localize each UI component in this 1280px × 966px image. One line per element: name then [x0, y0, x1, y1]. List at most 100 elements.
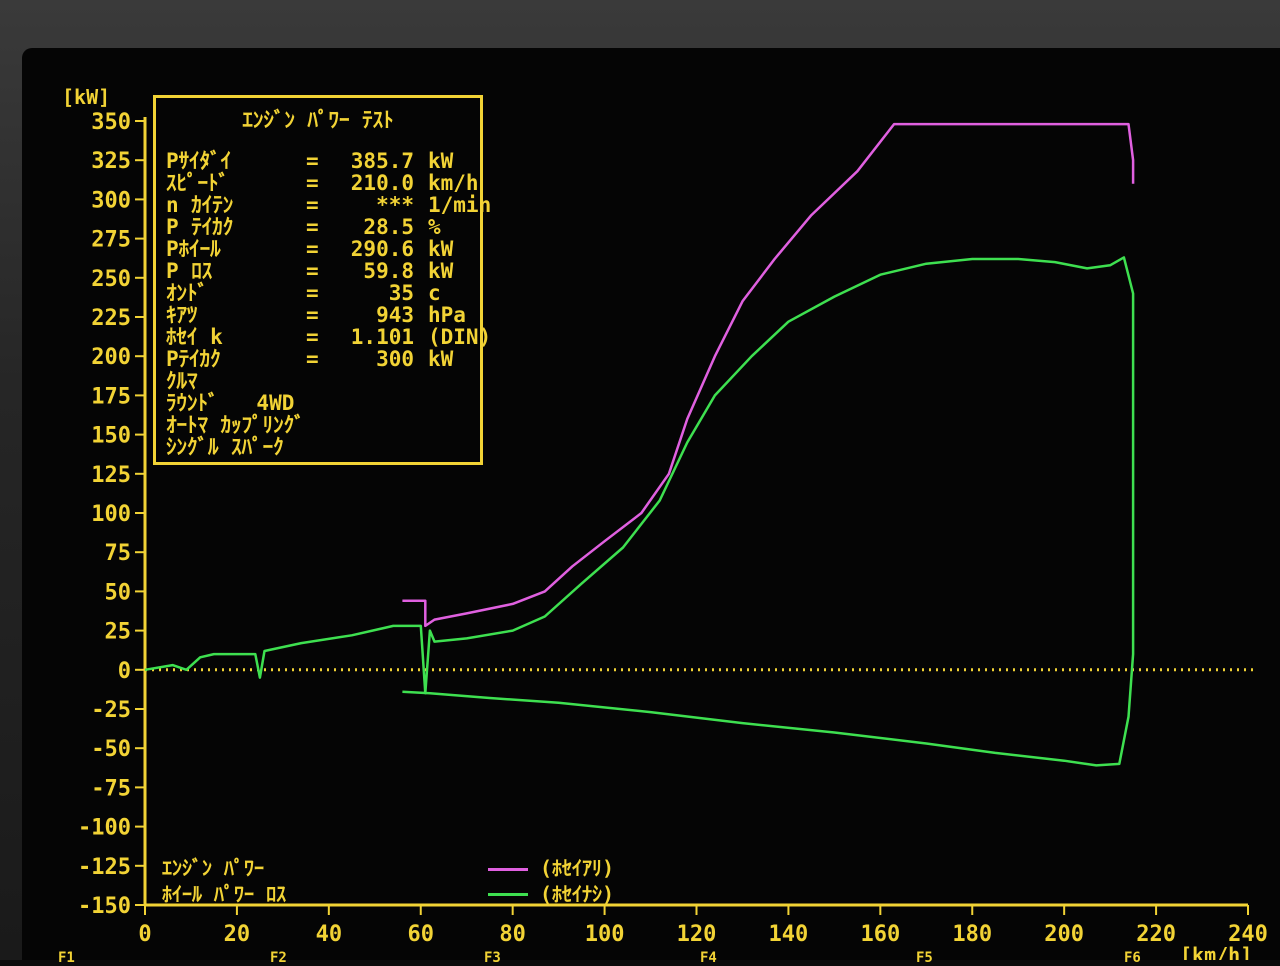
- x-tick-label: 100: [585, 922, 625, 947]
- y-tick-label: 200: [91, 345, 131, 370]
- row-key: ﾎｾｲ k: [166, 325, 223, 349]
- row-value: 28.5: [363, 215, 414, 239]
- x-tick-label: 60: [408, 922, 435, 947]
- row-equals: =: [306, 149, 319, 173]
- y-tick-label: -25: [91, 698, 131, 723]
- row-key: ｷｱﾂ: [166, 303, 198, 327]
- row-unit: 1/min: [428, 193, 492, 217]
- row-unit: (DIN): [428, 325, 492, 349]
- row-unit: km/h: [428, 171, 479, 195]
- row-key: Pｻｲﾀﾞｲ: [166, 149, 232, 173]
- legend-wheel-power-loss: ﾎｲｰﾙ ﾊﾟﾜｰ ﾛｽ: [162, 882, 287, 906]
- panel-extra-line: ｸﾙﾏ: [166, 369, 198, 393]
- row-equals: =: [306, 193, 319, 217]
- row-unit: kW: [428, 237, 454, 261]
- row-value: 210.0: [350, 171, 414, 195]
- row-key: P ﾛｽ: [166, 259, 213, 283]
- row-key: Pﾎｲｰﾙ: [166, 237, 221, 261]
- y-tick-label: -125: [78, 855, 131, 880]
- row-value: 385.7: [350, 149, 414, 173]
- row-value: 59.8: [363, 259, 414, 283]
- x-tick-label: 160: [860, 922, 900, 947]
- row-value: 943: [376, 303, 414, 327]
- y-tick-label: 0: [118, 659, 131, 684]
- row-unit: c: [428, 281, 441, 305]
- y-tick-label: 225: [91, 306, 131, 331]
- panel-row: n ｶｲﾃﾝ = *** 1/min: [166, 194, 491, 216]
- x-tick-label: 240: [1228, 922, 1268, 947]
- legend-swatch-uncorrected: [488, 893, 528, 896]
- row-equals: =: [306, 171, 319, 195]
- y-tick-label: 75: [105, 541, 132, 566]
- x-tick-label: 140: [769, 922, 809, 947]
- row-equals: =: [306, 237, 319, 261]
- series-uncorrected-line: [144, 256, 1135, 767]
- x-tick-label: 80: [499, 922, 526, 947]
- x-axis-ticks: 0 20 40 60 80 100 120 140 160 180 200 220 240: [138, 905, 1268, 947]
- row-equals: =: [306, 259, 319, 283]
- row-unit: kW: [428, 347, 454, 371]
- y-tick-label: -75: [91, 776, 131, 801]
- panel-extra-line: ｼﾝｸﾞﾙ ｽﾊﾟｰｸ: [166, 435, 284, 459]
- row-key: n ｶｲﾃﾝ: [166, 193, 234, 217]
- x-tick-label: 120: [677, 922, 717, 947]
- function-key-f2[interactable]: F2: [270, 950, 287, 966]
- legend-label-uncorrected: (ﾎｾｲﾅｼ): [540, 882, 615, 906]
- y-tick-label: 25: [105, 620, 132, 645]
- row-unit: hPa: [428, 303, 466, 327]
- y-tick-label: 175: [91, 384, 131, 409]
- function-key-f4[interactable]: F4: [700, 950, 717, 966]
- panel-row: P ﾛｽ = 59.8 kW: [166, 260, 453, 282]
- function-key-f1[interactable]: F1: [58, 950, 75, 966]
- row-unit: kW: [428, 259, 454, 283]
- x-tick-label: 180: [952, 922, 992, 947]
- x-tick-label: 220: [1136, 922, 1176, 947]
- panel-title: ｴﾝｼﾞﾝ ﾊﾟﾜｰ ﾃｽﾄ: [242, 108, 394, 132]
- y-tick-label: 300: [91, 188, 131, 213]
- panel-row: Pﾃｲｶｸ = 300 kW: [166, 348, 453, 370]
- y-tick-label: 350: [91, 110, 131, 135]
- row-value: ***: [376, 193, 414, 217]
- row-key: ｽﾋﾟｰﾄﾞ: [166, 171, 229, 195]
- y-tick-label: 100: [91, 502, 131, 527]
- row-key: Pﾃｲｶｸ: [166, 347, 221, 371]
- panel-row: ｷｱﾂ = 943 hPa: [166, 304, 466, 326]
- row-key: P ﾃｲｶｸ: [166, 215, 234, 239]
- legend-swatch-corrected: [488, 868, 528, 871]
- series-corrected-line: [402, 122, 1135, 628]
- row-equals: =: [306, 303, 319, 327]
- y-tick-label: 250: [91, 267, 131, 292]
- x-axis-unit: [km/h]: [1180, 943, 1252, 960]
- row-equals: =: [306, 347, 319, 371]
- x-tick-label: 0: [138, 922, 151, 947]
- row-value: 290.6: [350, 237, 414, 261]
- y-tick-label: 150: [91, 424, 131, 449]
- x-tick-label: 20: [224, 922, 251, 947]
- row-unit: %: [428, 215, 441, 239]
- row-equals: =: [306, 215, 319, 239]
- y-tick-label: 325: [91, 149, 131, 174]
- y-axis-ticks: 3503253002752502252001751501251007550250…: [78, 110, 145, 919]
- panel-row: ﾎｾｲ k = 1.101 (DIN): [166, 326, 491, 348]
- row-equals: =: [306, 325, 319, 349]
- row-value: 35: [388, 281, 414, 305]
- panel-row: Pｻｲﾀﾞｲ = 385.7 kW: [166, 150, 453, 172]
- y-tick-label: 125: [91, 463, 131, 488]
- panel-extra-line: ｵｰﾄﾏ ｶｯﾌﾟﾘﾝｸﾞ: [166, 413, 305, 437]
- function-key-f6[interactable]: F6: [1124, 950, 1141, 966]
- x-tick-label: 40: [316, 922, 343, 947]
- legend-label-corrected: (ﾎｾｲｱﾘ): [540, 856, 615, 880]
- panel-row: P ﾃｲｶｸ = 28.5%: [166, 216, 441, 238]
- row-key: ｵﾝﾄﾞ: [166, 281, 208, 305]
- panel-row: ｵﾝﾄﾞ = 35 c: [166, 282, 441, 304]
- y-tick-label: -100: [78, 816, 131, 841]
- y-tick-label: 275: [91, 228, 131, 253]
- legend-engine-power: ｴﾝｼﾞﾝ ﾊﾟﾜｰ: [162, 856, 265, 880]
- function-key-f5[interactable]: F5: [916, 950, 933, 966]
- row-value: 300: [376, 347, 414, 371]
- row-unit: kW: [428, 149, 454, 173]
- engine-power-test-panel: ｴﾝｼﾞﾝ ﾊﾟﾜｰ ﾃｽﾄ Pｻｲﾀﾞｲ = 385.7 kW ｽﾋﾟｰﾄﾞ = 210.…: [153, 95, 491, 465]
- y-tick-label: 50: [105, 580, 132, 605]
- function-key-f3[interactable]: F3: [484, 950, 501, 966]
